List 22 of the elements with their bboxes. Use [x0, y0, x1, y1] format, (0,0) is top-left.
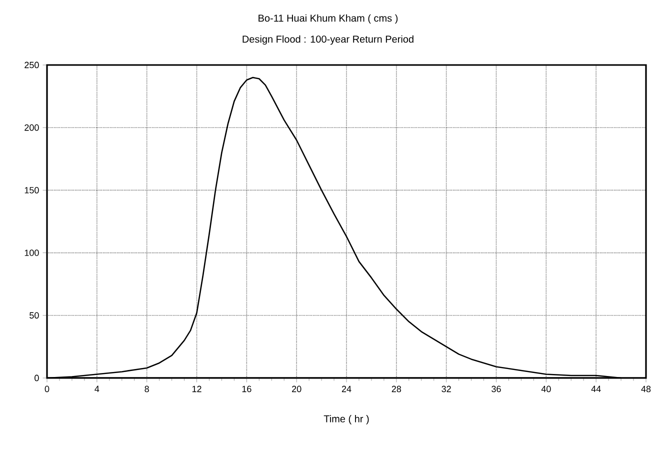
x-tick-label: 4 — [94, 386, 100, 392]
x-tick-label: 0 — [44, 386, 50, 392]
x-tick-label: 44 — [591, 386, 601, 392]
x-tick-label: 8 — [144, 386, 149, 392]
x-tick-label: 36 — [492, 386, 501, 392]
y-tick-label: 100 — [24, 250, 39, 256]
x-tick-label: 32 — [442, 386, 451, 392]
x-tick-label: 20 — [292, 386, 302, 392]
y-tick-label: 200 — [24, 124, 39, 131]
y-tick-label: 150 — [24, 187, 39, 194]
chart-title: Bo-11 Huai Khum Kham ( cms ) — [258, 14, 398, 24]
y-tick-label: 250 — [24, 62, 39, 68]
x-tick-label: 24 — [342, 386, 352, 392]
x-tick-label: 16 — [242, 386, 252, 392]
x-tick-label: 12 — [192, 386, 202, 392]
y-tick-label: 50 — [30, 312, 39, 319]
chart-subtitle: Design Flood : 100-year Return Period — [242, 35, 414, 45]
x-tick-label: 28 — [392, 386, 402, 392]
x-tick-label: 48 — [641, 386, 651, 392]
x-axis-title: Time ( hr ) — [324, 415, 369, 424]
x-tick-label: 40 — [541, 386, 551, 392]
y-tick-label: 0 — [34, 374, 39, 382]
